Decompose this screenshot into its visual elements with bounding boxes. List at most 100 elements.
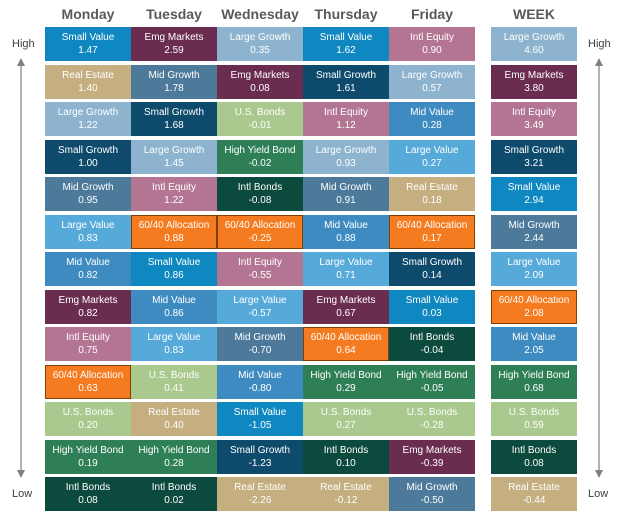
- return-value: 0.83: [78, 232, 98, 244]
- quilt-cell: Real Estate 1.40: [45, 64, 131, 99]
- asset-class-name: Large Growth: [401, 69, 463, 81]
- asset-class-name: Small Value: [507, 182, 561, 193]
- quilt-cell: Intl Bonds -0.04: [389, 327, 475, 361]
- asset-class-name: Intl Equity: [324, 107, 368, 118]
- asset-class-name: U.S. Bonds: [406, 407, 458, 418]
- quilt-cell: Large Value 0.83: [45, 214, 131, 249]
- return-value: 2.44: [524, 232, 544, 244]
- quilt-cell: Mid Growth 1.78: [131, 64, 217, 99]
- quilt-cell: Large Value 0.27: [389, 139, 475, 174]
- return-value: -0.57: [248, 307, 272, 319]
- asset-class-name: Large Growth: [143, 144, 205, 156]
- return-value: 0.88: [336, 232, 356, 244]
- quilt-cell: Large Value 0.83: [131, 327, 217, 361]
- quilt-cell: Emg Markets 2.59: [131, 27, 217, 61]
- return-value: -1.05: [248, 420, 272, 431]
- return-value: 1.61: [336, 82, 356, 94]
- quilt-cell: U.S. Bonds 0.59: [491, 402, 577, 436]
- quilt-cell: Small Growth 0.14: [389, 252, 475, 286]
- asset-class-name: Small Growth: [401, 257, 462, 268]
- asset-class-name: Mid Value: [66, 257, 110, 268]
- return-value: -0.25: [248, 232, 272, 244]
- return-value: 0.88: [164, 232, 184, 244]
- return-value: 0.86: [164, 270, 184, 281]
- asset-class-name: Mid Value: [324, 219, 368, 231]
- column-header: Monday: [61, 6, 115, 22]
- return-value: 0.95: [78, 195, 98, 206]
- quilt-cell: Intl Bonds 0.08: [45, 477, 131, 511]
- asset-class-name: Small Value: [319, 32, 373, 43]
- quilt-cell: Large Growth 1.22: [45, 102, 131, 136]
- return-value: 0.03: [422, 307, 442, 319]
- return-value: 0.19: [78, 457, 98, 469]
- return-value: 0.18: [422, 195, 442, 206]
- quilt-cell: 60/40 Allocation -0.25: [217, 214, 303, 249]
- return-value: -0.44: [522, 495, 546, 506]
- asset-class-name: Small Value: [61, 32, 115, 43]
- quilt-cell: Mid Value 0.28: [389, 102, 475, 136]
- asset-class-name: 60/40 Allocation: [52, 369, 124, 381]
- return-value: 3.49: [524, 120, 544, 131]
- quilt-cell: Mid Value 0.86: [131, 289, 217, 324]
- asset-class-name: Intl Bonds: [409, 332, 455, 343]
- return-value: 1.62: [336, 45, 356, 56]
- quilt-cell: Small Growth -1.23: [217, 439, 303, 474]
- return-value: 2.09: [524, 270, 544, 281]
- quilt-cell: Intl Bonds 0.10: [303, 439, 389, 474]
- return-value: -2.26: [248, 495, 272, 506]
- asset-class-name: Intl Equity: [512, 107, 556, 118]
- quilt-cell: U.S. Bonds -0.01: [217, 102, 303, 136]
- asset-class-name: Mid Growth: [62, 182, 114, 193]
- quilt-cell: Large Growth 0.57: [389, 64, 475, 99]
- return-value: -0.55: [248, 270, 272, 281]
- quilt-cell: 60/40 Allocation 0.63: [45, 364, 131, 399]
- low-label-right: Low: [588, 488, 609, 500]
- quilt-cell: Emg Markets 3.80: [491, 64, 577, 99]
- asset-class-name: Small Growth: [57, 144, 118, 156]
- high-label-right: High: [588, 38, 611, 50]
- asset-class-name: Emg Markets: [58, 294, 118, 306]
- quilt-cell: 60/40 Allocation 0.64: [303, 327, 389, 361]
- asset-class-name: High Yield Bond: [498, 369, 570, 381]
- return-value: 0.27: [336, 420, 356, 431]
- return-value: 0.08: [78, 495, 98, 506]
- asset-class-name: Large Value: [61, 219, 115, 231]
- asset-class-name: Intl Equity: [152, 182, 196, 193]
- asset-class-name: Mid Value: [152, 294, 196, 306]
- quilt-cell: Mid Growth -0.70: [217, 327, 303, 361]
- asset-class-name: Mid Growth: [406, 482, 458, 493]
- quilt-cell: Small Value 1.62: [303, 27, 389, 61]
- return-value: 1.00: [78, 157, 98, 169]
- return-value: 1.40: [78, 82, 98, 94]
- return-value: 0.83: [164, 345, 184, 356]
- asset-class-name: 60/40 Allocation: [396, 219, 468, 231]
- asset-class-name: Mid Value: [410, 107, 454, 118]
- return-value: 0.08: [524, 457, 544, 469]
- asset-class-name: Intl Bonds: [323, 444, 369, 456]
- return-value: 0.71: [336, 270, 356, 281]
- return-value: 0.17: [422, 232, 442, 244]
- return-value: 0.90: [422, 45, 442, 56]
- return-value: 0.64: [336, 345, 356, 356]
- return-value: -0.70: [248, 345, 272, 356]
- asset-class-name: Small Growth: [229, 444, 290, 456]
- return-value: 0.35: [250, 45, 270, 56]
- return-value: -0.04: [420, 345, 444, 356]
- rank-arrow-right: [595, 58, 603, 478]
- quilt-cell: Intl Bonds 0.02: [131, 477, 217, 511]
- asset-class-name: Intl Bonds: [151, 482, 197, 493]
- return-value: 3.80: [524, 82, 544, 94]
- quilt-cell: Intl Bonds 0.08: [491, 439, 577, 474]
- quilt-cell: Large Value 0.71: [303, 252, 389, 286]
- return-value: 0.63: [78, 382, 98, 394]
- asset-class-name: Large Growth: [503, 32, 565, 43]
- asset-class-name: U.S. Bonds: [508, 407, 560, 418]
- asset-class-name: Small Growth: [503, 144, 564, 156]
- return-value: 0.75: [78, 345, 98, 356]
- quilt-cell: Small Growth 1.61: [303, 64, 389, 99]
- return-value: 1.45: [164, 157, 184, 169]
- quilt-cell: U.S. Bonds -0.28: [389, 402, 475, 436]
- asset-class-name: Real Estate: [62, 69, 114, 81]
- return-value: -0.80: [248, 382, 272, 394]
- asset-class-name: High Yield Bond: [52, 444, 124, 456]
